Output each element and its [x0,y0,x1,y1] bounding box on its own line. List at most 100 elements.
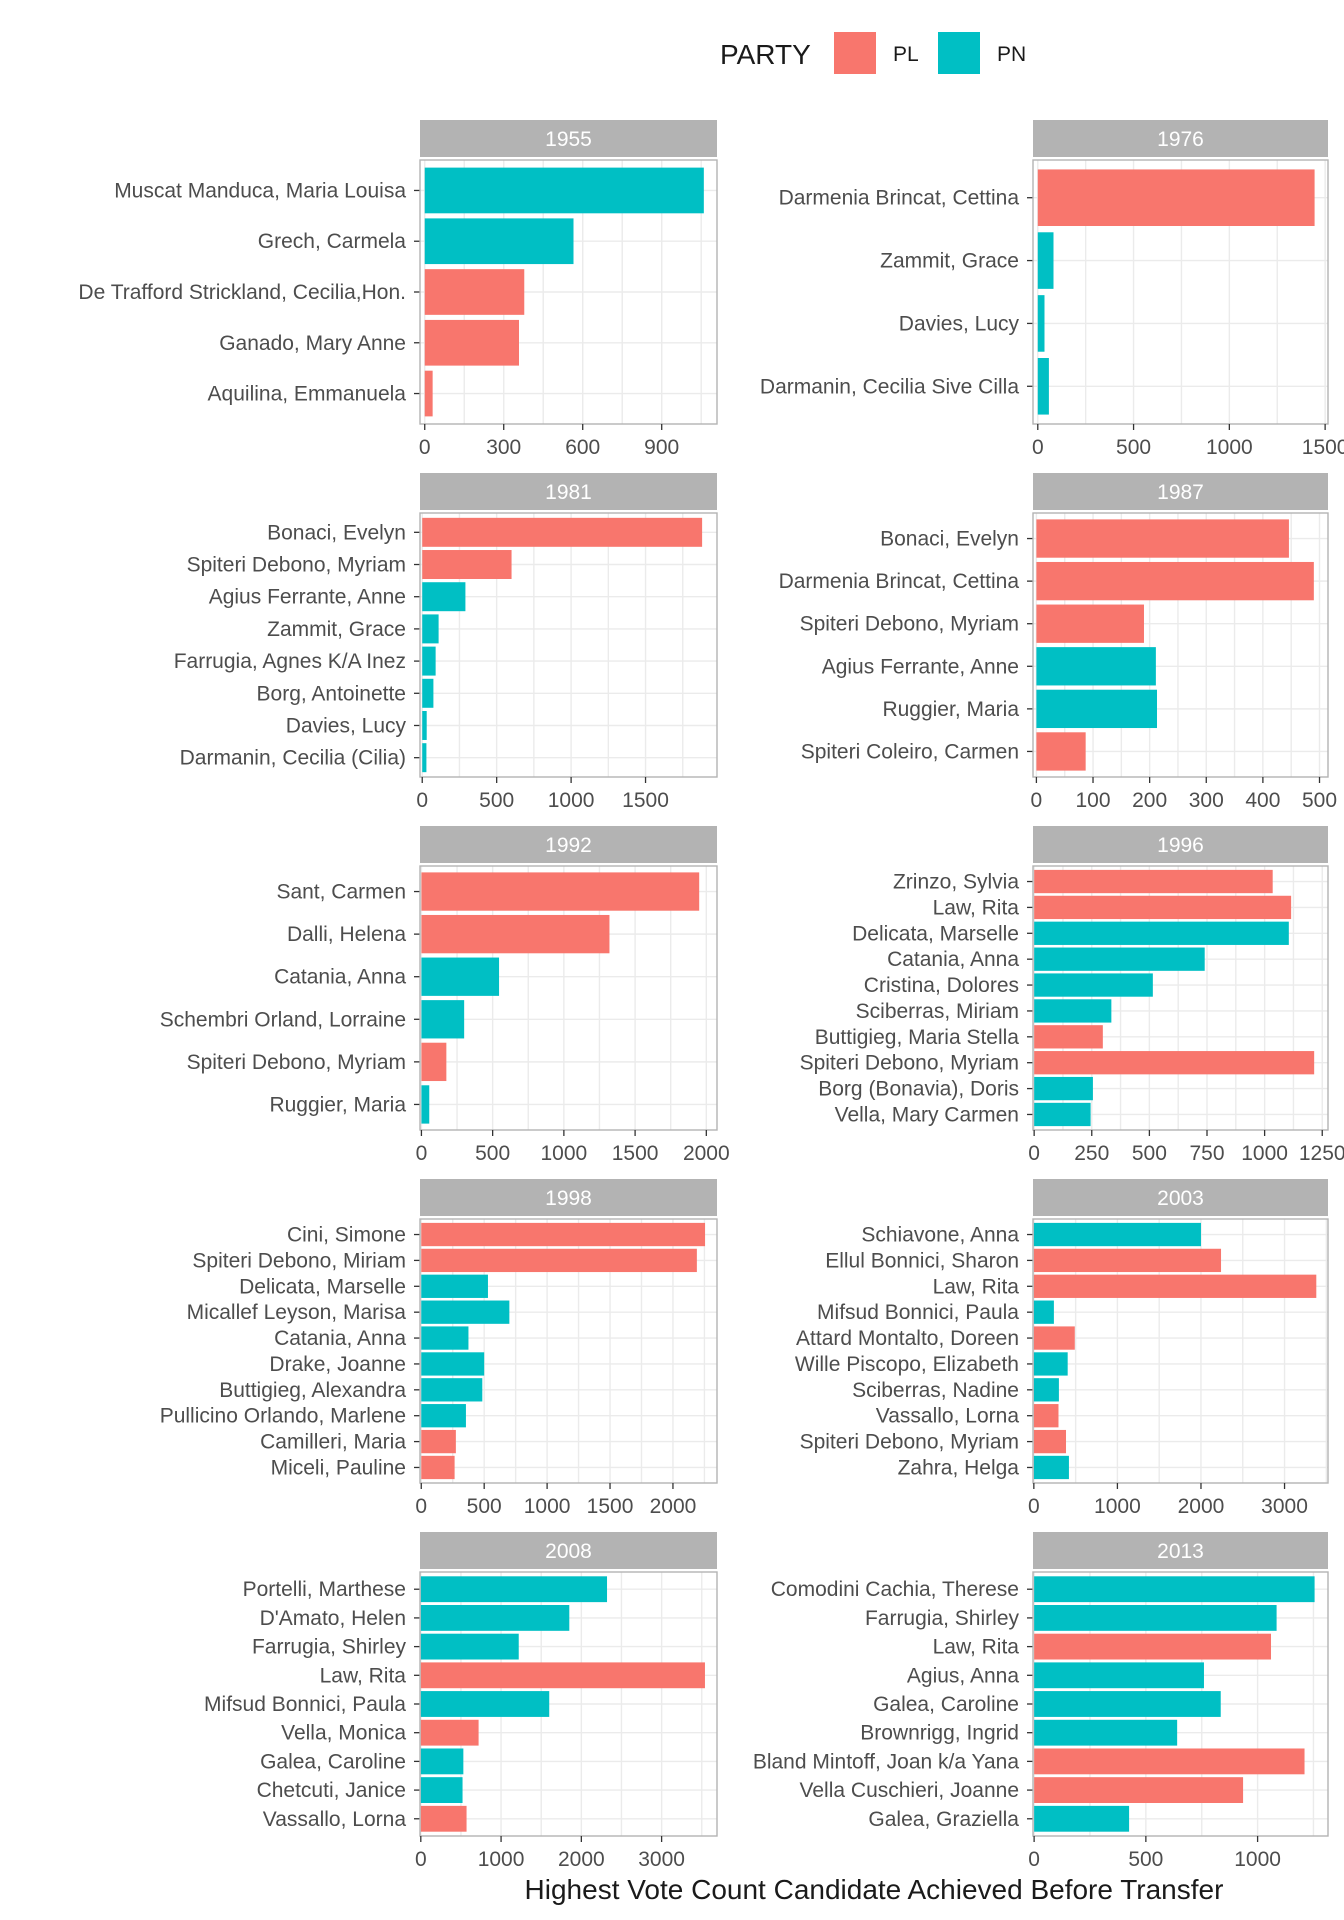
bar-1992-1 [421,872,700,911]
bar-1998-7 [421,1378,483,1402]
x-tick-label-1976-500: 500 [1116,436,1151,459]
candidate-label-1998-6: Drake, Joanne [269,1353,406,1376]
bar-2003-4 [1033,1300,1054,1324]
facet-strip-label-1996: 1996 [1157,834,1204,857]
x-tick-label-2003-1000: 1000 [1094,1495,1141,1518]
facet-strip-1987 [1033,473,1328,510]
candidate-label-1992-5: Spiteri Debono, Myriam [187,1051,406,1074]
candidate-label-2008-6: Vella, Monica [281,1722,406,1745]
candidate-label-2013-6: Brownrigg, Ingrid [860,1722,1019,1745]
candidate-label-1996-7: Buttigieg, Maria Stella [815,1026,1020,1049]
bar-1996-2 [1034,895,1292,920]
legend: PARTY PL PN [720,32,1026,74]
bar-1996-7 [1034,1025,1103,1049]
bar-1981-1 [422,517,703,547]
facet-strip-1996 [1033,826,1328,863]
candidate-label-2003-2: Ellul Bonnici, Sharon [825,1249,1019,1272]
facet-strip-label-1987: 1987 [1157,481,1204,504]
facet-strip-label-1998: 1998 [545,1187,592,1210]
bar-2003-5 [1033,1326,1075,1350]
bar-1976-4 [1037,358,1049,415]
x-tick-label-2013-1000: 1000 [1234,1848,1281,1871]
x-tick-label-1992-1000: 1000 [541,1142,588,1165]
x-tick-label-1976-1000: 1000 [1206,436,1253,459]
bar-2008-9 [420,1805,467,1832]
facet-panel-2008: 2008 Portelli, Marthese D'Amato, Helen Farr… [204,1532,718,1871]
x-tick-label-2013-0: 0 [1028,1848,1040,1871]
facet-strip-2003 [1033,1179,1328,1216]
bar-1955-5 [424,370,433,417]
bar-1981-4 [422,614,439,644]
facet-strip-2008 [420,1532,717,1569]
candidate-label-2008-8: Chetcuti, Janice [257,1779,406,1802]
candidate-label-2013-4: Agius, Anna [907,1664,1019,1687]
x-tick-label-1998-2000: 2000 [650,1495,697,1518]
bar-1987-3 [1036,604,1144,643]
bar-2008-1 [420,1576,608,1603]
bar-1992-5 [421,1042,447,1082]
panel-border [1032,865,1329,1131]
bar-2013-1 [1034,1576,1315,1603]
candidate-label-1996-9: Borg (Bonavia), Doris [818,1078,1019,1101]
candidate-label-1987-1: Bonaci, Evelyn [880,528,1019,551]
bar-1992-3 [421,957,500,996]
x-tick-label-1987-500: 500 [1302,789,1337,812]
x-tick-label-1996-250: 250 [1074,1142,1109,1165]
panel-border [419,865,718,1131]
bar-1998-9 [421,1429,456,1454]
bar-1998-4 [421,1300,510,1324]
candidate-label-2013-7: Bland Mintoff, Joan k/a Yana [753,1750,1020,1773]
bar-1996-8 [1034,1051,1315,1075]
bar-1987-6 [1036,732,1086,771]
bar-1998-3 [421,1274,488,1298]
bar-2013-8 [1034,1777,1244,1803]
facet-strip-label-2008: 2008 [545,1540,592,1563]
bar-2003-9 [1033,1429,1067,1454]
candidate-label-1996-1: Zrinzo, Sylvia [893,871,1019,894]
bar-1976-1 [1037,169,1315,226]
bar-1955-1 [424,167,704,214]
candidate-label-2013-3: Law, Rita [933,1636,1020,1659]
bar-1996-4 [1034,947,1205,971]
bar-1955-2 [424,218,574,265]
candidate-label-1955-3: De Trafford Strickland, Cecilia,Hon. [78,281,406,304]
bar-1987-5 [1036,689,1158,729]
x-tick-label-1992-0: 0 [416,1142,428,1165]
candidate-label-1992-4: Schembri Orland, Lorraine [160,1008,406,1031]
candidate-label-2013-8: Vella Cuschieri, Joanne [800,1779,1019,1802]
candidate-label-2003-3: Law, Rita [933,1275,1020,1298]
bar-1998-2 [421,1248,697,1273]
candidate-label-1987-5: Ruggier, Maria [882,698,1019,721]
x-tick-label-1996-0: 0 [1028,1142,1040,1165]
x-tick-label-1955-300: 300 [486,436,521,459]
candidate-label-1987-3: Spiteri Debono, Myriam [800,613,1019,636]
bar-1981-6 [422,678,434,708]
bar-2003-7 [1033,1378,1059,1402]
facet-panel-2013: 2013 Comodini Cachia, Therese Farrugia, Sh… [753,1532,1329,1871]
bar-2013-7 [1034,1748,1305,1775]
x-tick-label-2008-0: 0 [415,1848,427,1871]
candidate-label-1996-5: Cristina, Dolores [864,974,1019,997]
facet-strip-label-2013: 2013 [1157,1540,1204,1563]
x-tick-label-1992-1500: 1500 [612,1142,659,1165]
bar-1981-3 [422,582,466,612]
bar-2008-8 [420,1777,463,1803]
candidate-label-2013-9: Galea, Graziella [868,1808,1019,1831]
candidate-label-2008-4: Law, Rita [320,1664,407,1687]
candidate-label-2008-1: Portelli, Marthese [243,1578,406,1601]
bar-1998-6 [421,1352,485,1376]
facet-panels: 1955 Muscat Manduca, Maria Louisa Grech, C… [78,120,1344,1871]
bar-2003-10 [1033,1455,1069,1480]
x-tick-label-1976-0: 0 [1032,436,1044,459]
candidate-label-1955-1: Muscat Manduca, Maria Louisa [114,179,406,202]
bar-2013-6 [1034,1719,1178,1746]
panel-border [1032,1218,1329,1484]
x-tick-label-1987-0: 0 [1031,789,1043,812]
bar-1998-5 [421,1326,469,1350]
panel-border [419,1571,718,1837]
candidate-label-2003-10: Zahra, Helga [898,1456,1020,1479]
candidate-label-1976-2: Zammit, Grace [880,250,1019,273]
